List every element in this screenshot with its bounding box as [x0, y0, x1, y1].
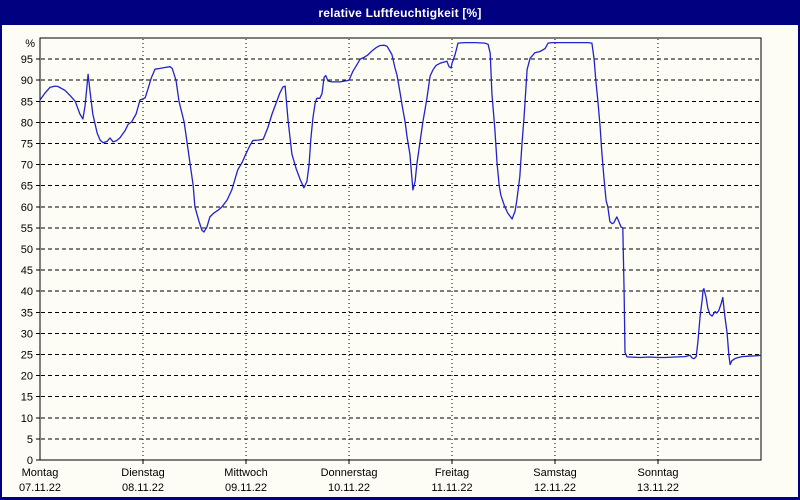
- y-axis-label: 40: [21, 286, 33, 298]
- day-date-label: 10.11.22: [328, 482, 370, 494]
- y-axis-label: 70: [21, 160, 33, 172]
- day-date-label: 11.11.22: [431, 482, 472, 494]
- y-axis-label: 85: [21, 96, 33, 108]
- y-axis-label: 15: [21, 392, 33, 404]
- day-label: Freitag: [435, 467, 469, 479]
- y-axis-label: 25: [21, 350, 33, 362]
- day-label: Sonntag: [638, 467, 679, 479]
- y-axis-label: 75: [21, 139, 33, 151]
- day-label: Samstag: [533, 467, 576, 479]
- day-label: Mittwoch: [224, 467, 267, 479]
- y-axis-label: 35: [21, 307, 33, 319]
- day-date-label: 13.11.22: [637, 482, 679, 494]
- y-axis-label: 45: [21, 265, 33, 277]
- day-date-label: 09.11.22: [225, 482, 267, 494]
- day-date-label: 07.11.22: [19, 482, 61, 494]
- y-axis-label: 20: [21, 371, 33, 383]
- y-axis-label: 30: [21, 328, 33, 340]
- day-date-label: 08.11.22: [122, 482, 164, 494]
- y-axis-label: 5: [27, 434, 33, 446]
- y-axis-label: 80: [21, 117, 33, 129]
- y-axis-label: 90: [21, 75, 33, 87]
- plot-border: [39, 37, 762, 461]
- title-bar: relative Luftfeuchtigkeit [%]: [0, 0, 800, 25]
- y-axis-unit-label: %: [25, 38, 35, 50]
- y-axis-label: 60: [21, 202, 33, 214]
- y-axis-label: 65: [21, 181, 33, 193]
- y-axis-label: 95: [21, 54, 33, 66]
- y-axis-label: 55: [21, 223, 33, 235]
- humidity-line: [39, 41, 762, 366]
- day-label: Montag: [22, 467, 59, 479]
- day-label: Donnerstag: [321, 467, 378, 479]
- y-axis-label: 0: [27, 455, 33, 467]
- y-axis-label: 50: [21, 244, 33, 256]
- day-label: Dienstag: [121, 467, 164, 479]
- window-title: relative Luftfeuchtigkeit [%]: [318, 6, 482, 20]
- y-axis-label: 10: [21, 413, 33, 425]
- day-date-label: 12.11.22: [534, 482, 576, 494]
- chart-panel: [2, 25, 798, 497]
